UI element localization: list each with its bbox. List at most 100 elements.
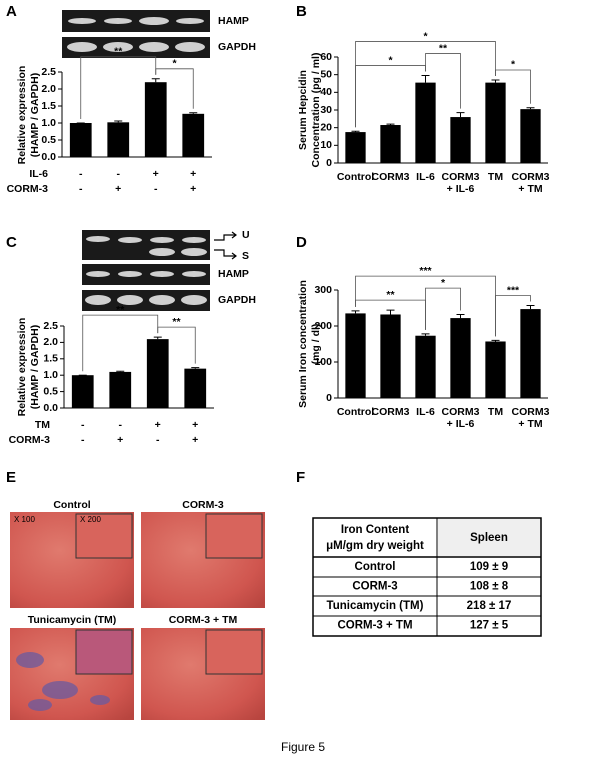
- significance-label: ***: [507, 284, 520, 296]
- condition-label: CORM-3: [9, 434, 51, 446]
- x-tick-label: TM: [488, 171, 503, 183]
- error-bar: [191, 367, 200, 369]
- y-tick-label: 0: [326, 392, 332, 404]
- significance-label: *: [423, 30, 428, 42]
- condition-sign: -: [156, 434, 160, 446]
- histology-label: Control: [53, 499, 90, 511]
- bar: [71, 375, 94, 408]
- significance-bracket: [425, 287, 461, 330]
- bar: [109, 371, 132, 408]
- significance-bracket: [355, 275, 496, 337]
- bar: [182, 113, 205, 157]
- condition-sign: +: [190, 183, 196, 195]
- y-axis-label: (HAMP / GAPDH): [29, 73, 41, 157]
- y-axis-label: Relative expression: [16, 66, 28, 165]
- table-cell: 109 ± 9: [470, 561, 508, 573]
- y-tick-label: 2.5: [43, 320, 58, 332]
- y-tick-label: 10: [320, 139, 332, 151]
- condition-sign: -: [117, 168, 121, 180]
- x-tick-label: CORM3: [512, 171, 550, 183]
- error-bar: [456, 313, 465, 319]
- x-tick-label: CORM3: [372, 406, 410, 418]
- error-bar: [491, 79, 500, 83]
- error-bar: [526, 107, 535, 110]
- panel-letter: E: [6, 469, 16, 486]
- table: [312, 517, 542, 637]
- gel-label: HAMP: [218, 268, 249, 280]
- condition-sign: -: [79, 168, 83, 180]
- gel: [62, 10, 210, 58]
- bar: [485, 82, 506, 163]
- x-tick-label: + IL-6: [447, 183, 475, 195]
- error-bar: [153, 336, 162, 340]
- table-cell: 218 ± 17: [467, 600, 512, 612]
- bar: [415, 335, 436, 398]
- y-tick-label: 1.0: [41, 117, 56, 129]
- bar: [184, 368, 207, 408]
- significance-label: **: [386, 289, 395, 301]
- histology-label: CORM-3: [182, 499, 224, 511]
- error-bar: [386, 309, 395, 315]
- significance-bracket: [355, 65, 426, 128]
- caption: Figure 5: [281, 740, 325, 754]
- significance-label: **: [172, 316, 181, 328]
- y-tick-label: 2.0: [41, 83, 56, 95]
- y-tick-label: 50: [320, 68, 332, 80]
- x-tick-label: IL-6: [416, 406, 435, 418]
- condition-sign: -: [79, 183, 83, 195]
- condition-sign: -: [154, 183, 158, 195]
- significance-label: **: [114, 46, 123, 58]
- condition-sign: +: [153, 168, 159, 180]
- x-tick-label: CORM3: [512, 406, 550, 418]
- y-tick-label: 0.0: [41, 151, 56, 163]
- condition-sign: +: [115, 183, 121, 195]
- panel-letter: B: [296, 3, 307, 20]
- error-bar: [386, 123, 395, 126]
- error-bar: [421, 333, 430, 336]
- y-tick-label: 60: [320, 51, 332, 63]
- gel-label: GAPDH: [218, 41, 256, 53]
- panel-letter: C: [6, 234, 17, 251]
- x-tick-label: CORM3: [372, 171, 410, 183]
- table-header: Iron Content: [341, 524, 410, 536]
- bar: [107, 122, 130, 157]
- table-cell: CORM-3 + TM: [337, 620, 412, 632]
- x-tick-label: CORM3: [442, 406, 480, 418]
- y-tick-label: 30: [320, 104, 332, 116]
- y-tick-label: 300: [314, 284, 332, 296]
- y-tick-label: 2.5: [41, 66, 56, 78]
- bar: [144, 82, 167, 157]
- y-axis-label: (HAMP / GAPDH): [29, 325, 41, 409]
- error-bar: [456, 112, 465, 118]
- condition-sign: +: [190, 168, 196, 180]
- condition-sign: +: [117, 434, 123, 446]
- significance-label: *: [388, 54, 393, 66]
- condition-sign: -: [81, 434, 85, 446]
- gel-arrows: [214, 231, 237, 260]
- significance-label: *: [511, 59, 516, 71]
- table-header-bg: [438, 519, 540, 556]
- bar: [146, 339, 169, 408]
- bar: [485, 341, 506, 398]
- significance-label: **: [439, 42, 448, 54]
- bar: [415, 82, 436, 163]
- condition-sign: +: [192, 419, 198, 431]
- x-tick-label: Control: [337, 171, 374, 183]
- histology: [10, 512, 265, 720]
- bar: [520, 109, 541, 163]
- bar: [345, 132, 366, 163]
- magnification: X 100: [14, 515, 35, 524]
- bar: [380, 125, 401, 163]
- table-cell: Tunicamycin (TM): [327, 600, 424, 612]
- significance-label: *: [441, 277, 446, 289]
- significance-bracket: [355, 41, 496, 128]
- condition-label: TM: [35, 419, 50, 431]
- panel-letter: A: [6, 3, 17, 20]
- gel-label: S: [242, 250, 249, 262]
- table-header: μM/gm dry weight: [326, 540, 424, 552]
- y-tick-label: 1.0: [43, 369, 58, 381]
- table-cell: 127 ± 5: [470, 620, 509, 632]
- significance-bracket: [80, 56, 157, 119]
